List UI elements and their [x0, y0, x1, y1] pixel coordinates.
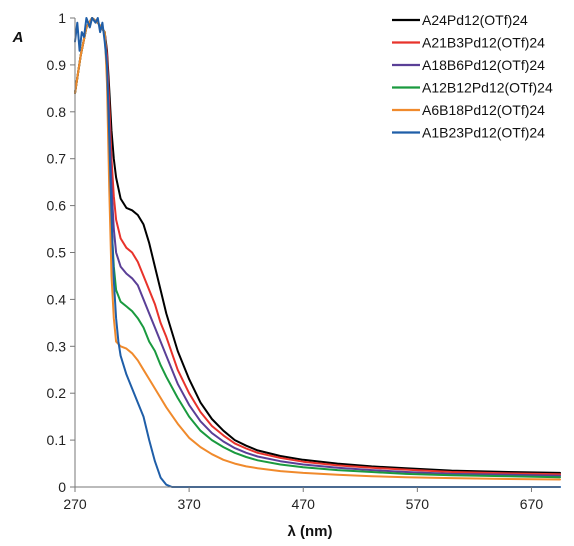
- y-tick-label: 1: [58, 10, 66, 26]
- legend-label-2: A21B3Pd12(OTf)24: [422, 35, 545, 51]
- legend-label-5: A6B18Pd12(OTf)24: [422, 102, 545, 118]
- x-tick-label: 270: [63, 496, 87, 512]
- y-tick-label: 0.6: [47, 198, 67, 214]
- series-layer: [74, 17, 561, 488]
- y-tick-label: 0.4: [47, 291, 67, 307]
- y-tick-label: 0.7: [47, 151, 67, 167]
- legend: A24Pd12(OTf)24 A21B3Pd12(OTf)24 A18B6Pd12(…: [392, 12, 553, 141]
- y-tick-label: 0.2: [47, 385, 67, 401]
- x-tick-label: 470: [292, 496, 316, 512]
- legend-label-3: A18B6Pd12(OTf)24: [422, 57, 545, 73]
- y-tick-label: 0.5: [47, 245, 67, 261]
- legend-label-6: A1B23Pd12(OTf)24: [422, 125, 545, 141]
- x-tick-label: 570: [406, 496, 430, 512]
- series-line-5: [74, 17, 561, 481]
- legend-label-1: A24Pd12(OTf)24: [422, 12, 528, 28]
- x-axis-title: λ (nm): [288, 523, 333, 540]
- y-tick-label: 0.9: [47, 57, 67, 73]
- legend-label-4: A12B12Pd12(OTf)24: [422, 80, 553, 96]
- y-tick-label: 0.3: [47, 338, 67, 354]
- y-tick-label: 0.1: [47, 432, 67, 448]
- axes-layer: 0 0.1 0.2 0.3 0.4 0.5 0.6 0.7 0.8 0.9 1 270 370 470 57…: [47, 10, 560, 512]
- y-axis-title: A: [12, 29, 24, 46]
- x-tick-label: 370: [177, 496, 201, 512]
- y-tick-label: 0: [58, 479, 66, 495]
- x-tick-label: 670: [520, 496, 544, 512]
- y-tick-label: 0.8: [47, 104, 67, 120]
